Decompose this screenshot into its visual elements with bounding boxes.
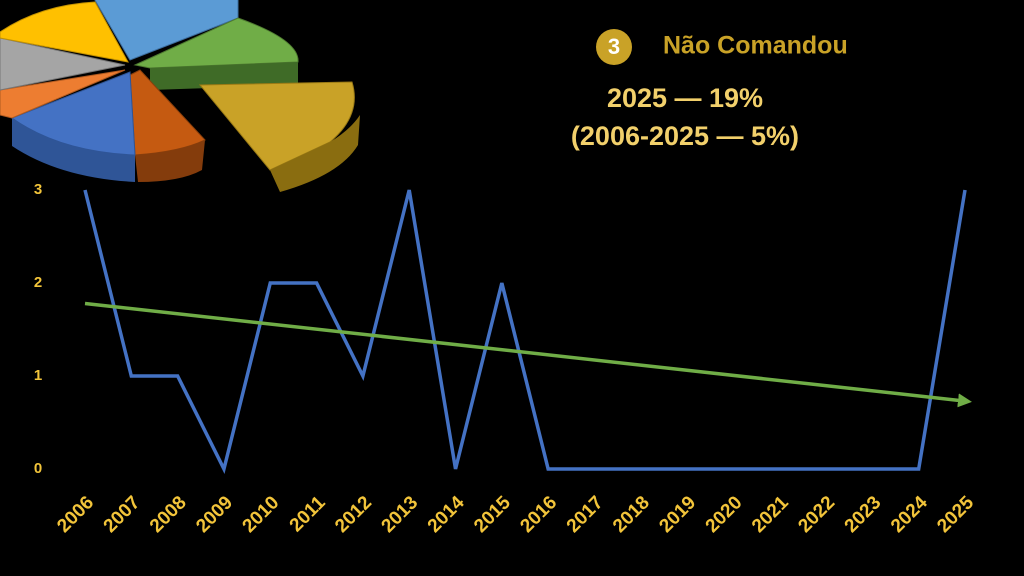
pie-slice: [0, 1, 129, 63]
badge-number: 3: [608, 34, 620, 59]
badge: [596, 29, 632, 65]
pie-side: [12, 118, 135, 182]
y-tick-label: 2: [34, 274, 42, 291]
pie-side: [135, 140, 205, 182]
pie-side: [270, 115, 360, 192]
pie-decoration: [0, 0, 360, 192]
chart-title: Não Comandou: [663, 32, 848, 60]
pie-slice: [0, 69, 126, 119]
trend-line: [84, 301, 972, 408]
annotation: (2006-2025 — 5%): [571, 121, 799, 151]
pie-slice: [94, 0, 239, 61]
chart-subtitle: 2025 — 19%: [607, 83, 763, 113]
pie-slice: [0, 37, 126, 91]
pie-slice: [198, 81, 355, 171]
data-line: [83, 189, 967, 475]
pie-slice: [133, 17, 299, 69]
pie-side: [150, 62, 298, 90]
y-tick-label: 1: [34, 367, 42, 384]
y-tick-label: 0: [34, 460, 42, 477]
y-tick-label: 3: [34, 181, 42, 198]
